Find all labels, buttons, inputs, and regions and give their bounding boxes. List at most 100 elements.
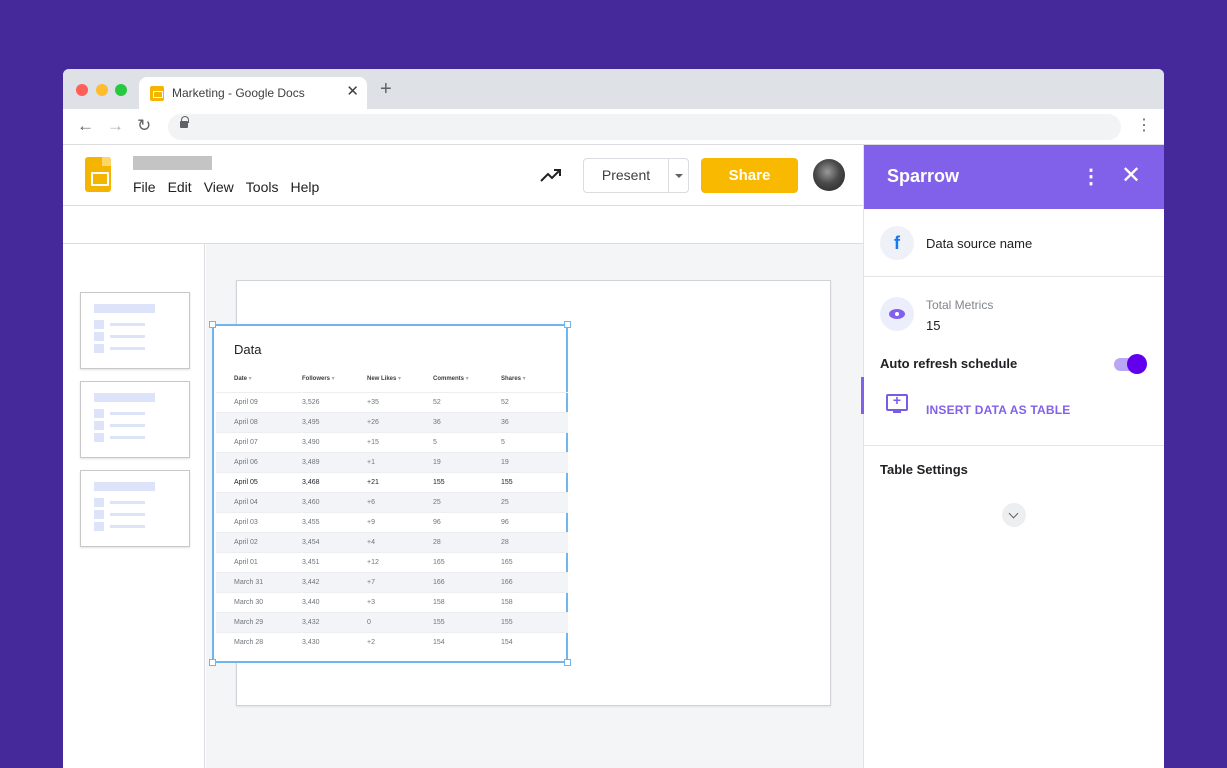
- resize-handle[interactable]: [209, 659, 216, 666]
- menu-file[interactable]: File: [133, 179, 156, 195]
- maximize-window-button[interactable]: [115, 84, 127, 96]
- slides-favicon-icon: [150, 86, 164, 101]
- address-toolbar: ← → ↻ ⋮: [63, 109, 1164, 145]
- avatar[interactable]: [813, 159, 845, 191]
- column-header: Date: [234, 375, 252, 382]
- table-cell: +1: [367, 459, 375, 466]
- table-cell: 96: [433, 519, 441, 526]
- menu-help[interactable]: Help: [290, 179, 320, 195]
- table-cell: +9: [367, 519, 375, 526]
- sparrow-title: Sparrow: [887, 166, 960, 186]
- menu-tools[interactable]: Tools: [245, 179, 279, 195]
- table-cell: 19: [433, 459, 441, 466]
- chevron-down-icon[interactable]: [1002, 503, 1026, 527]
- ruler: [63, 206, 863, 244]
- table-cell: 28: [433, 539, 441, 546]
- table-cell: 36: [433, 419, 441, 426]
- forward-arrow-icon[interactable]: →: [107, 116, 124, 135]
- column-header: Shares: [501, 375, 526, 382]
- active-indicator: [861, 377, 864, 414]
- table-cell: 155: [433, 619, 445, 626]
- column-header: New Likes: [367, 375, 401, 382]
- data-source-name[interactable]: Data source name: [926, 236, 1033, 251]
- table-cell: 0: [367, 619, 371, 626]
- insert-table-icon[interactable]: [886, 392, 908, 413]
- column-header: Followers: [302, 375, 335, 382]
- table-cell: 96: [501, 519, 509, 526]
- browser-menu-icon[interactable]: ⋮: [1136, 117, 1152, 134]
- table-cell: 3,440: [302, 599, 320, 606]
- slides-logo-icon[interactable]: [85, 157, 111, 192]
- table-cell: +15: [367, 439, 379, 446]
- close-icon[interactable]: ✕: [1121, 162, 1142, 189]
- eye-icon: [880, 297, 914, 331]
- total-metrics-value: 15: [926, 318, 941, 333]
- trending-up-icon[interactable]: [540, 167, 562, 183]
- table-cell: 25: [433, 499, 441, 506]
- table-cell: 3,460: [302, 499, 320, 506]
- table-cell: 154: [501, 639, 513, 646]
- table-cell: March 29: [234, 619, 264, 626]
- column-header: Comments: [433, 375, 469, 382]
- table-cell: 28: [501, 539, 509, 546]
- slide-thumbnail[interactable]: [80, 470, 190, 547]
- table-cell: March 31: [234, 579, 264, 586]
- docs-header: File Edit View Tools Help Present Share: [63, 145, 863, 206]
- table-cell: April 05: [234, 479, 258, 486]
- present-button[interactable]: Present: [583, 158, 669, 193]
- table-cell: 3,430: [302, 639, 320, 646]
- close-window-button[interactable]: [76, 84, 88, 96]
- table-cell: 19: [501, 459, 509, 466]
- table-cell: 3,495: [302, 419, 320, 426]
- table-body: April 09 3,526 +35 52 52 April 08 3,495 +26 36 36…: [216, 392, 568, 652]
- share-button[interactable]: Share: [701, 158, 798, 193]
- table-cell: April 09: [234, 399, 258, 406]
- minimize-window-button[interactable]: [96, 84, 108, 96]
- auto-refresh-toggle[interactable]: [1114, 354, 1147, 374]
- menu-edit[interactable]: Edit: [167, 179, 192, 195]
- tab-title: Marketing - Google Docs: [172, 86, 305, 100]
- table-row: April 06 3,489 +1 19 19: [216, 452, 568, 472]
- address-bar[interactable]: [168, 114, 1121, 140]
- table-settings-label[interactable]: Table Settings: [880, 462, 968, 477]
- table-cell: 154: [433, 639, 445, 646]
- table-cell: 3,489: [302, 459, 320, 466]
- resize-handle[interactable]: [564, 321, 571, 328]
- table-cell: 3,442: [302, 579, 320, 586]
- reload-icon[interactable]: ↻: [137, 116, 152, 135]
- table-row: March 28 3,430 +2 154 154: [216, 632, 568, 652]
- total-metrics-label: Total Metrics: [926, 298, 994, 312]
- new-tab-button[interactable]: +: [380, 78, 392, 100]
- tab-strip: Marketing - Google Docs ✕ +: [63, 69, 1164, 109]
- table-cell: +6: [367, 499, 375, 506]
- menu-bar: File Edit View Tools Help: [133, 179, 319, 195]
- table-cell: April 03: [234, 519, 258, 526]
- present-dropdown-button[interactable]: [668, 158, 689, 193]
- slide-thumbnail[interactable]: [80, 381, 190, 458]
- table-cell: +21: [367, 479, 379, 486]
- table-cell: 52: [433, 399, 441, 406]
- back-arrow-icon[interactable]: ←: [77, 116, 94, 135]
- table-cell: 5: [433, 439, 437, 446]
- browser-tab[interactable]: Marketing - Google Docs ✕: [139, 77, 367, 109]
- more-options-icon[interactable]: ⋮: [1081, 166, 1101, 188]
- table-cell: 5: [501, 439, 505, 446]
- resize-handle[interactable]: [209, 321, 216, 328]
- table-cell: +2: [367, 639, 375, 646]
- resize-handle[interactable]: [564, 659, 571, 666]
- insert-data-as-table-button[interactable]: INSERT DATA AS TABLE: [926, 403, 1071, 417]
- tab-close-icon[interactable]: ✕: [346, 83, 359, 100]
- table-cell: 36: [501, 419, 509, 426]
- sparrow-panel: Sparrow ⋮ ✕ f Data source name Total Met…: [861, 145, 1164, 768]
- table-cell: 158: [433, 599, 445, 606]
- document-title[interactable]: [133, 156, 212, 170]
- table-cell: +7: [367, 579, 375, 586]
- menu-view[interactable]: View: [203, 179, 234, 195]
- auto-refresh-label: Auto refresh schedule: [880, 356, 1018, 371]
- inserted-data-table[interactable]: Data Date Followers New Likes Comments S…: [209, 321, 571, 666]
- sparrow-header: Sparrow ⋮ ✕: [864, 145, 1164, 209]
- table-row: March 30 3,440 +3 158 158: [216, 592, 568, 612]
- slide-thumbnail[interactable]: [80, 292, 190, 369]
- table-cell: 3,490: [302, 439, 320, 446]
- browser-window: Marketing - Google Docs ✕ + ← → ↻ ⋮ File…: [63, 69, 1164, 768]
